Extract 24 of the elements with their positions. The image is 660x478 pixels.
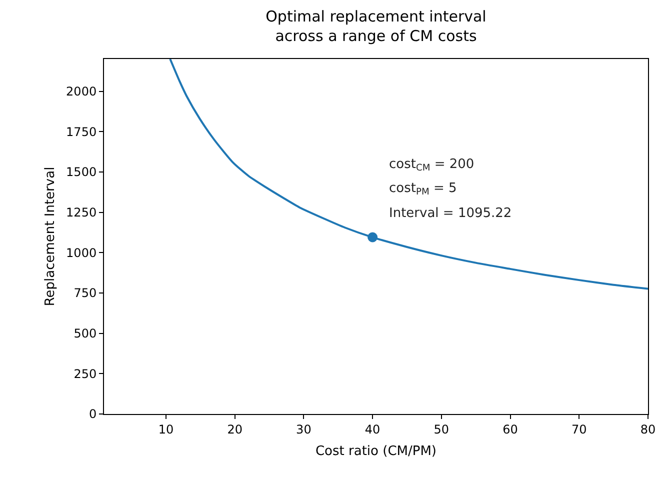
y-tick-label: 1000: [66, 246, 97, 260]
y-tick-label: 750: [74, 286, 97, 300]
x-tick-label: 50: [434, 422, 450, 436]
y-tick-label: 250: [74, 366, 97, 381]
x-tick-label: 10: [158, 422, 174, 436]
y-tick-label: 1750: [66, 124, 97, 139]
annotation: cost$_{CM}$ = 200: [389, 157, 474, 174]
x-tick-label: 30: [296, 422, 312, 436]
x-tick-label: 70: [572, 422, 587, 436]
annotation: cost$_{PM}$ = 5: [389, 181, 457, 198]
x-axis-title: Cost ratio (CM/PM): [315, 444, 437, 459]
x-tick-label: 40: [364, 422, 380, 436]
y-tick-label: 1500: [66, 165, 97, 180]
chart-title: Optimal replacement interval across a range of CM costs: [266, 8, 486, 46]
y-tick-label: 500: [74, 326, 97, 341]
x-tick-label: 60: [502, 422, 518, 436]
x-tick-label: 20: [227, 422, 242, 436]
y-tick-label: 2000: [66, 84, 97, 98]
y-tick-label: 0: [88, 407, 97, 422]
annotation: Interval = 1095.22: [389, 206, 512, 221]
line-series: [169, 59, 648, 290]
y-axis-title: Replacement Interval: [43, 166, 58, 306]
x-tick-label: 80: [640, 422, 656, 436]
y-tick-label: 1250: [66, 206, 97, 220]
